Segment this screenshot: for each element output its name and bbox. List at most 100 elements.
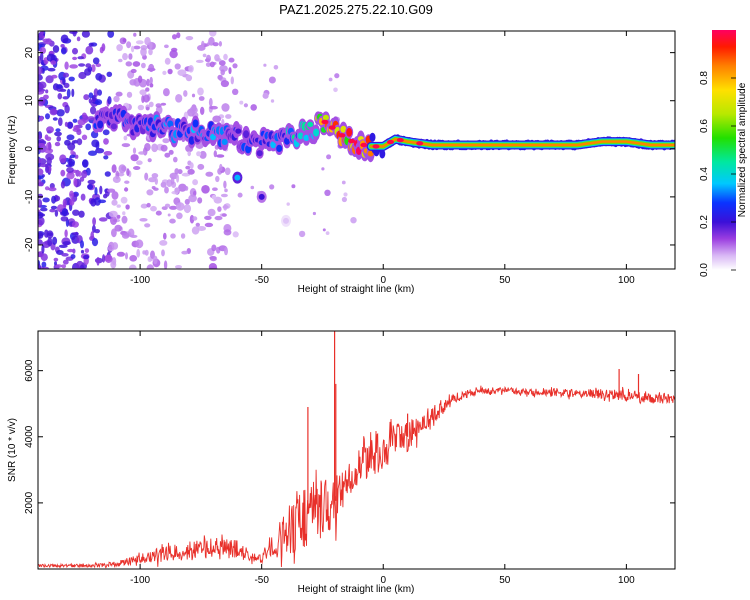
spectrogram-noise-blob	[122, 38, 127, 43]
spectrogram-noise-blob	[232, 231, 239, 238]
spectrogram-noise-blob	[78, 210, 85, 218]
spectrogram-noise-blob	[71, 232, 79, 236]
spectrogram-noise-blob	[268, 76, 276, 84]
spectrogram-noise-blob	[243, 103, 248, 108]
y-tick-label: 2000	[24, 491, 35, 514]
spectrogram-noise-blob	[38, 66, 43, 75]
spectrogram-ridge-blob	[256, 150, 263, 157]
spectrogram-noise-blob	[110, 260, 117, 269]
spectrogram-noise-blob	[223, 204, 228, 211]
spectrogram-noise-blob	[169, 205, 178, 210]
spectrogram-noise-blob	[208, 97, 213, 107]
spectrogram-noise-blob	[83, 94, 90, 101]
x-tick-label: -100	[130, 275, 150, 286]
spectrogram-side-blob	[283, 217, 289, 224]
spectrogram-noise-blob	[187, 168, 195, 175]
spectrogram-noise-blob	[73, 177, 78, 187]
spectrogram-noise-blob	[62, 78, 66, 86]
spectrogram-noise-blob	[94, 99, 103, 106]
spectrogram-noise-blob	[155, 103, 162, 108]
spectrogram-noise-blob	[47, 237, 53, 247]
spectrogram-noise-blob	[121, 143, 131, 148]
colorbar-tick-label: 0.2	[699, 215, 710, 229]
spectrogram-noise-blob	[66, 171, 75, 180]
spectrogram-noise-blob	[78, 170, 82, 177]
snr-series-line	[38, 385, 675, 569]
spectrogram-noise-blob	[217, 74, 223, 81]
spectrogram-noise-blob	[224, 246, 228, 256]
spectrogram-noise-blob	[212, 42, 219, 47]
spectrogram-noise-blob	[38, 199, 43, 208]
spectrogram-noise-blob	[148, 101, 154, 108]
spectrogram-noise-blob	[77, 118, 86, 126]
spectrogram-noise-blob	[223, 229, 232, 236]
spectrogram-noise-blob	[164, 57, 171, 65]
spectrogram-noise-blob	[223, 180, 227, 189]
spectrogram-noise-blob	[46, 126, 54, 134]
spectrogram-noise-blob	[83, 254, 90, 260]
x-tick-label: 0	[380, 575, 386, 586]
spectrogram-noise-blob	[184, 186, 189, 191]
spectrogram-noise-blob	[38, 211, 44, 219]
spectrogram-noise-blob	[41, 261, 47, 268]
spectrogram-noise-blob	[146, 202, 151, 208]
spectrogram-noise-blob	[38, 263, 42, 269]
spectrogram-noise-blob	[187, 150, 191, 157]
spectrogram-noise-blob	[108, 210, 118, 218]
spectrogram-noise-blob	[328, 77, 333, 82]
spectrogram-noise-blob	[90, 106, 97, 115]
spectrogram-noise-blob	[97, 89, 102, 96]
spectrogram-noise-blob	[183, 204, 191, 214]
spectrogram-ridge-blob	[346, 127, 353, 137]
spectrogram-noise-blob	[178, 183, 187, 192]
spectrogram-noise-blob	[139, 89, 147, 96]
spectrogram-noise-blob	[138, 151, 146, 155]
spectrogram-noise-blob	[201, 185, 210, 194]
spectrogram-hotspot	[360, 142, 368, 148]
spectrogram-noise-blob	[67, 248, 75, 253]
spectrogram-noise-blob	[169, 218, 176, 224]
spectrogram-hotspot	[372, 144, 380, 149]
spectrogram-noise-blob	[321, 167, 325, 171]
spectrogram-noise-blob	[60, 216, 69, 222]
spectrogram-noise-blob	[124, 187, 129, 192]
x-tick-label: 100	[618, 575, 635, 586]
spectrogram-hotspot	[338, 133, 346, 138]
spectrogram-noise-blob	[161, 249, 165, 257]
spectrogram-noise-blob	[42, 38, 50, 43]
spectrogram-noise-blob	[184, 198, 190, 205]
spectrogram-noise-blob	[212, 115, 222, 123]
spectrogram-noise-blob	[56, 84, 63, 89]
spectrogram-noise-blob	[69, 190, 74, 199]
spectrogram-noise-blob	[218, 60, 226, 66]
spectrogram-noise-blob	[69, 31, 78, 34]
spectrogram-noise-blob	[58, 244, 68, 248]
spectrogram-noise-blob	[148, 48, 153, 56]
spectrogram-noise-blob	[202, 53, 207, 58]
spectrogram-noise-blob	[41, 244, 45, 254]
spectrogram-noise-blob	[218, 41, 222, 47]
spectrogram-noise-blob	[207, 208, 216, 217]
spectrogram-noise-blob	[72, 56, 78, 61]
spectrogram-noise-blob	[62, 72, 69, 78]
spectrogram-noise-blob	[195, 222, 200, 227]
spectrogram-ridge-blob	[235, 128, 242, 134]
spectrogram-noise-blob	[148, 177, 157, 183]
spectrogram-noise-blob	[68, 161, 75, 167]
spectrogram-ridge-blob	[192, 119, 199, 128]
spectrogram-ridge-blob	[303, 134, 310, 141]
spectrogram-noise-blob	[140, 203, 148, 209]
spectrogram-noise-blob	[38, 158, 42, 164]
spectrogram-noise-blob	[116, 214, 121, 219]
spectrogram-noise-blob	[90, 231, 94, 240]
spectrogram-noise-blob	[38, 33, 43, 39]
spectrogram-ridge-halo	[369, 132, 376, 142]
colorbar-label: Normalized spectral amplitude	[737, 82, 748, 217]
spectrogram-noise-blob	[172, 34, 177, 40]
spectrogram-noise-blob	[76, 129, 82, 136]
spectrogram-noise-blob	[79, 264, 85, 269]
spectrogram-hotspot	[328, 125, 336, 130]
spectrogram-noise-blob	[60, 169, 66, 177]
spectrogram-noise-blob	[45, 89, 49, 94]
spectrogram-noise-blob	[70, 254, 76, 259]
